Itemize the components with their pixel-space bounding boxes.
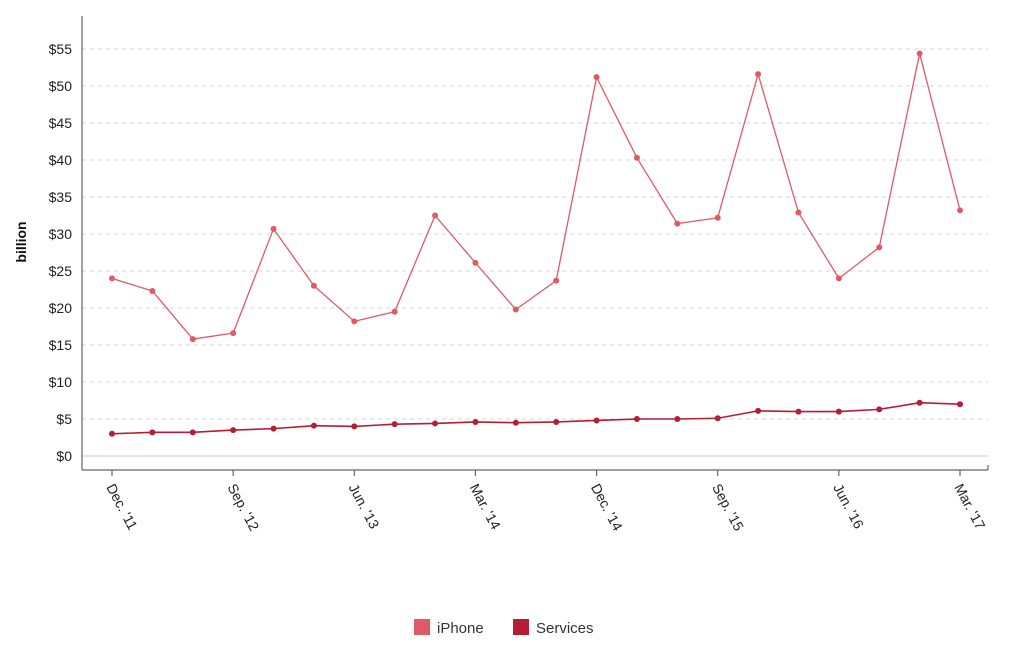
y-tick-label: $45 (49, 115, 73, 131)
y-tick-label: $20 (49, 300, 73, 316)
data-point[interactable] (795, 209, 802, 216)
x-tick-label: Jun. '13 (346, 481, 383, 532)
data-point[interactable] (957, 207, 963, 214)
data-point[interactable] (512, 419, 519, 426)
series-line (111, 52, 961, 340)
y-tick-label: $25 (49, 263, 73, 279)
data-point[interactable] (472, 418, 479, 425)
legend-swatch (513, 619, 529, 635)
data-point[interactable] (876, 406, 883, 413)
data-point[interactable] (916, 399, 923, 406)
data-point[interactable] (432, 212, 439, 219)
axes (81, 16, 989, 471)
data-point[interactable] (835, 275, 842, 282)
data-point[interactable] (674, 220, 681, 227)
data-point[interactable] (755, 407, 762, 414)
series-line (111, 401, 961, 435)
data-point[interactable] (755, 71, 762, 78)
y-tick-label: $55 (49, 41, 73, 57)
y-tick-label: $10 (49, 374, 73, 390)
legend-item[interactable]: Services (513, 619, 594, 637)
x-tick-labels: Dec. '11 Sep. '12 Jun. '13 Mar. '14 Dec. '14… (103, 470, 989, 534)
y-tick-label: $30 (49, 226, 73, 242)
data-point[interactable] (230, 330, 237, 337)
legend-label: iPhone (437, 620, 484, 637)
data-point[interactable] (109, 275, 115, 282)
legend-label: Services (536, 620, 594, 637)
y-tick-labels: $0 $5 $10 $15 $20 $25 $30 $35 $40 $45 $50 $55 (49, 41, 73, 464)
data-point[interactable] (553, 277, 560, 284)
legend: iPhone Services (414, 619, 594, 637)
y-tick-label: $15 (49, 337, 73, 353)
data-point[interactable] (270, 425, 277, 432)
y-tick-label: $40 (49, 152, 73, 168)
data-point[interactable] (391, 308, 398, 315)
data-point[interactable] (633, 154, 640, 161)
data-point[interactable] (149, 287, 156, 294)
y-tick-label: $35 (49, 189, 73, 205)
y-tick-label: $0 (56, 448, 72, 464)
data-point[interactable] (351, 318, 358, 325)
data-point[interactable] (633, 416, 640, 422)
series-iphone (109, 50, 963, 343)
data-point[interactable] (876, 244, 883, 251)
y-axis-label: billion (13, 221, 29, 262)
data-point[interactable] (593, 417, 600, 424)
series-services (109, 399, 963, 437)
data-point[interactable] (593, 74, 600, 81)
x-tick-label: Dec. '11 (103, 481, 141, 533)
data-point[interactable] (957, 401, 963, 408)
data-point[interactable] (714, 415, 721, 422)
x-tick-label: Mar. '14 (467, 481, 504, 532)
x-tick-label: Sep. '12 (224, 481, 262, 534)
y-tick-label: $50 (49, 78, 73, 94)
legend-item[interactable]: iPhone (414, 619, 484, 637)
data-point[interactable] (835, 408, 842, 415)
data-point[interactable] (189, 336, 196, 343)
data-point[interactable] (553, 418, 560, 425)
data-point[interactable] (351, 423, 358, 430)
data-point[interactable] (310, 282, 317, 289)
x-tick-label: Sep. '15 (709, 481, 747, 534)
data-point[interactable] (230, 427, 237, 434)
data-point[interactable] (795, 408, 802, 415)
data-point[interactable] (674, 416, 681, 422)
data-point[interactable] (916, 50, 923, 57)
gridlines (82, 48, 988, 457)
data-point[interactable] (432, 420, 439, 427)
x-tick-label: Dec. '14 (588, 481, 626, 534)
data-point[interactable] (310, 422, 317, 429)
y-tick-label: $5 (56, 411, 72, 427)
data-point[interactable] (109, 430, 115, 437)
data-point[interactable] (149, 429, 156, 436)
data-point[interactable] (714, 214, 721, 221)
data-point[interactable] (391, 421, 398, 428)
data-point[interactable] (472, 259, 479, 266)
series (109, 50, 963, 437)
x-tick-label: Mar. '17 (951, 481, 988, 532)
x-tick-label: Jun. '16 (830, 481, 867, 532)
legend-swatch (414, 619, 430, 635)
data-point[interactable] (512, 306, 519, 313)
data-point[interactable] (270, 225, 277, 232)
data-point[interactable] (189, 429, 196, 436)
